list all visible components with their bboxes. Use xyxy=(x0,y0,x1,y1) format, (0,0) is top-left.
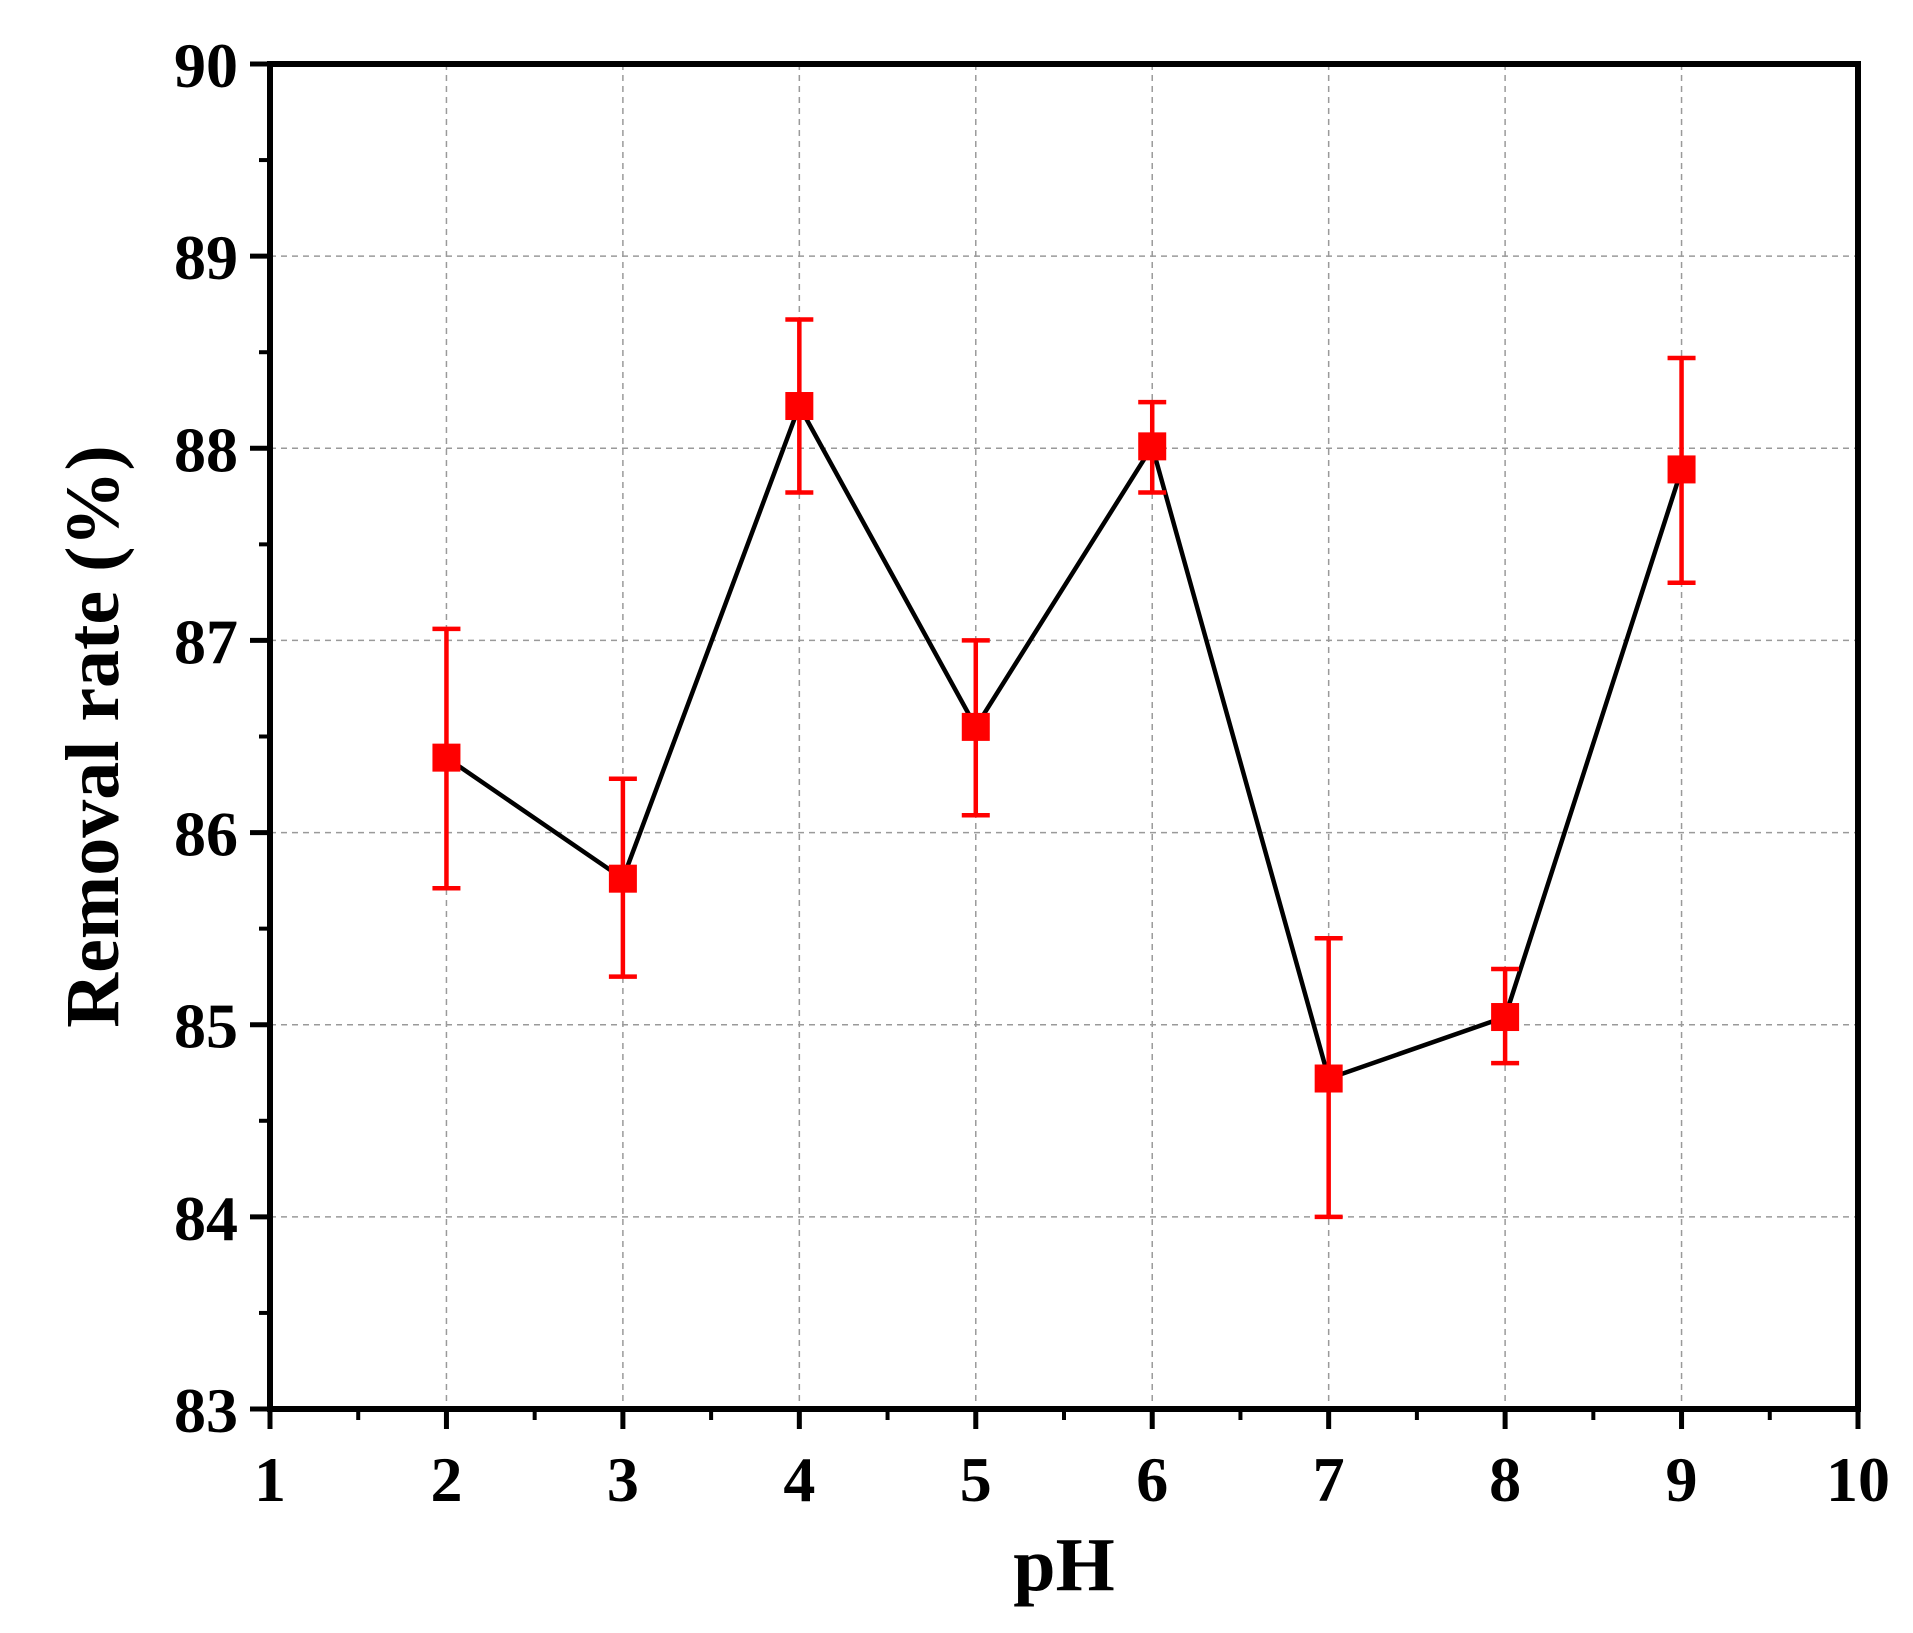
y-tick-label: 86 xyxy=(174,799,238,870)
x-tick-label: 6 xyxy=(1136,1444,1168,1515)
data-point xyxy=(1314,1064,1343,1093)
data-point xyxy=(432,743,461,772)
plot-frame xyxy=(267,61,1861,1412)
y-tick-label: 84 xyxy=(174,1183,238,1254)
y-tick-label: 90 xyxy=(174,30,238,101)
y-tick-label: 89 xyxy=(174,222,238,293)
x-tick-label: 8 xyxy=(1489,1444,1521,1515)
x-tick-label: 1 xyxy=(254,1444,286,1515)
y-tick-label: 83 xyxy=(174,1375,238,1446)
y-tick-label: 87 xyxy=(174,606,238,677)
x-tick-label: 2 xyxy=(430,1444,462,1515)
data-point xyxy=(785,392,814,421)
y-axis-title: Removal rate (%) xyxy=(51,445,135,1027)
major-ticks xyxy=(250,61,1861,1429)
x-tick-label: 9 xyxy=(1666,1444,1698,1515)
y-tick-label: 88 xyxy=(174,414,238,485)
data-point xyxy=(961,712,990,741)
x-axis-title: pH xyxy=(1013,1523,1114,1607)
data-point xyxy=(1138,432,1167,461)
data-point xyxy=(1667,455,1696,484)
x-tick-label: 7 xyxy=(1313,1444,1345,1515)
x-tick-label: 3 xyxy=(607,1444,639,1515)
x-tick-label: 4 xyxy=(783,1444,815,1515)
y-tick-label: 85 xyxy=(174,991,238,1062)
minor-ticks xyxy=(259,158,1772,1420)
grid-lines xyxy=(270,64,1858,1409)
data-layer xyxy=(432,317,1696,1220)
x-tick-label: 5 xyxy=(960,1444,992,1515)
data-point xyxy=(608,864,637,893)
series-line xyxy=(445,400,1684,1082)
x-tick-label: 10 xyxy=(1826,1444,1890,1515)
data-point xyxy=(1491,1003,1520,1032)
